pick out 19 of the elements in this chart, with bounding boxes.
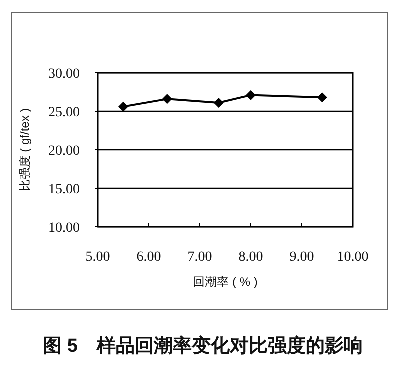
y-axis-title: 比强度 ( gf/tex ) [18, 108, 32, 192]
x-tick-label: 5.00 [86, 250, 110, 265]
x-tick-label: 9.00 [290, 250, 314, 265]
x-tick-label: 10.00 [337, 250, 369, 265]
y-tick-label: 10.00 [48, 221, 80, 236]
x-tick-label: 8.00 [238, 250, 264, 265]
y-tick-label: 25.00 [48, 106, 80, 120]
point [162, 94, 172, 104]
point [246, 90, 256, 100]
point [317, 92, 328, 103]
y-tick-label: 30.00 [48, 67, 80, 82]
point [214, 98, 224, 108]
x-tick-label: 7.00 [188, 250, 212, 265]
y-tick-label: 20.00 [48, 144, 80, 159]
x-tick-label: 6.00 [136, 250, 162, 265]
text: 图 5 样品回潮率变化对比强度的影响 [43, 335, 363, 357]
point [118, 102, 128, 112]
y-tick-label: 15.00 [48, 182, 80, 198]
x-axis-title: 回潮率 ( % ) [193, 275, 258, 289]
